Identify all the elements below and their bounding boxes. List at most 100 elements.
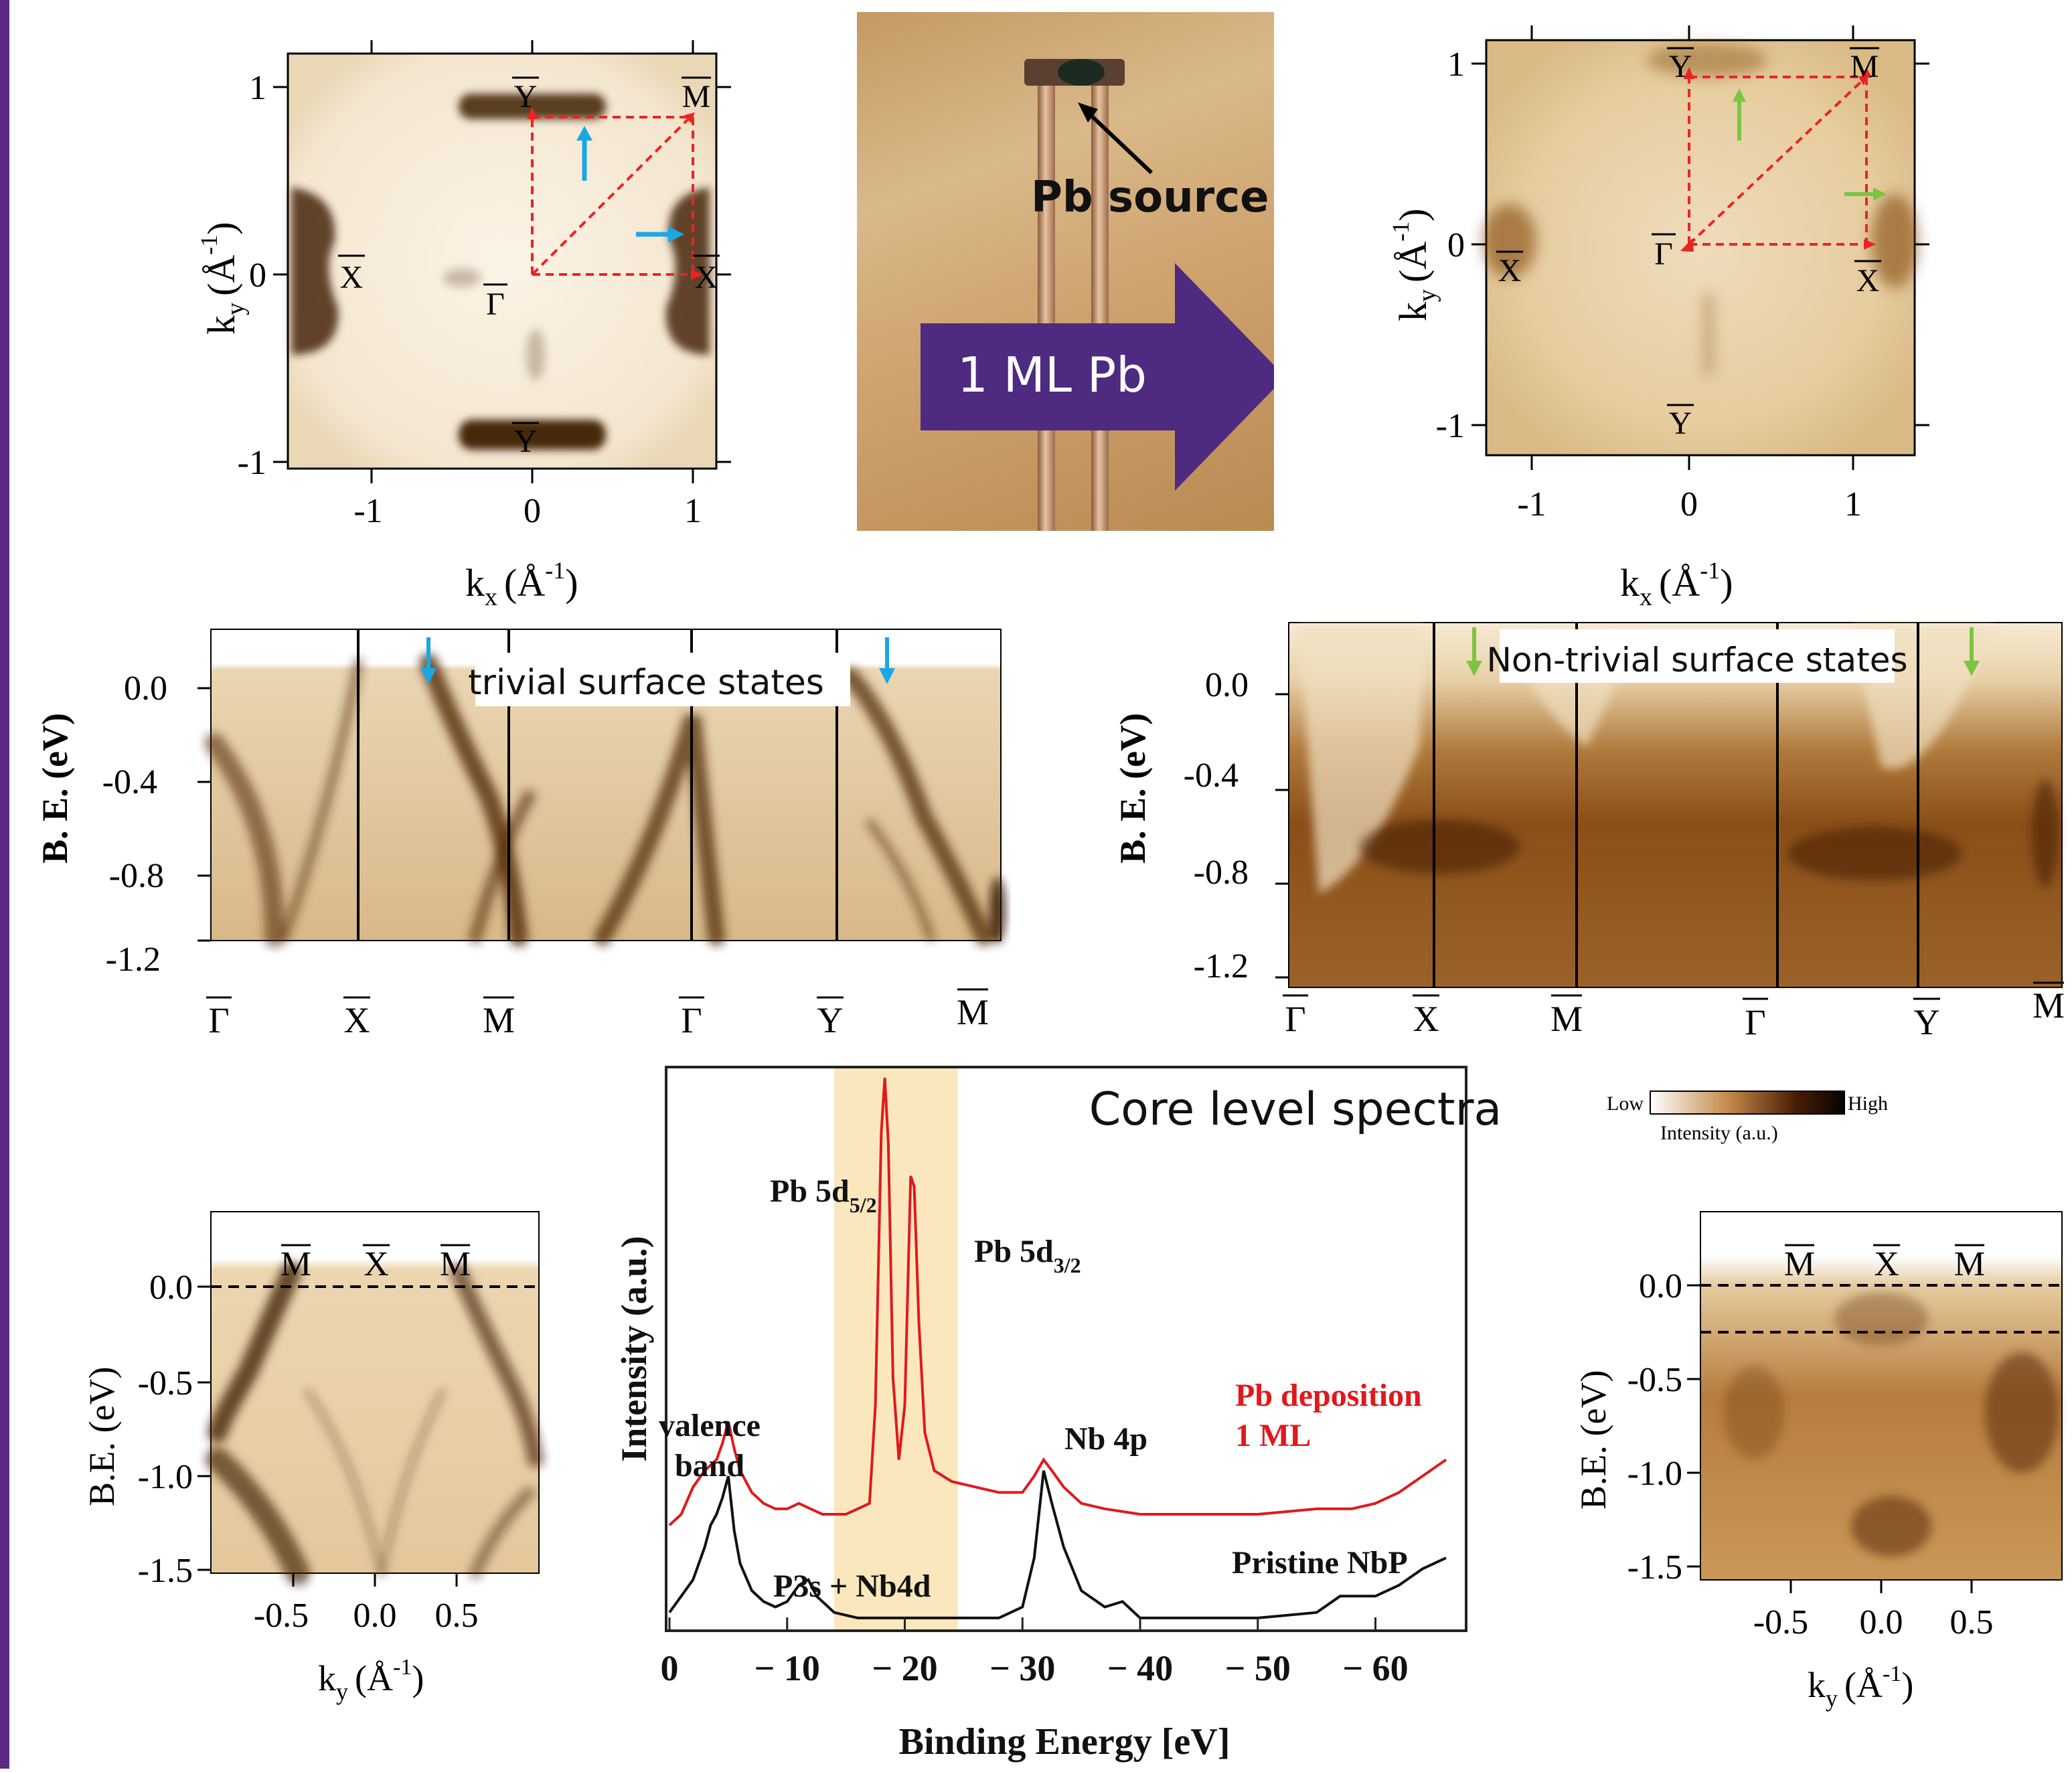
- pb-source-blob: [1058, 59, 1105, 86]
- band-structure-pristine: trivial surface states 0.0 -0.4 -0.8 -1.…: [20, 623, 1011, 1051]
- deposition-arrow-label: 1 ML Pb: [957, 347, 1147, 403]
- highlight-band: [834, 1067, 958, 1631]
- x-tick-minus1: -1: [353, 492, 382, 530]
- path-m-2: M: [957, 992, 989, 1032]
- fermi-surface-pb-deposited: 1 0 -1 -1 0 1 Y M X Γ X Y kx (Å-1) ky(Å-1…: [1352, 13, 1955, 616]
- path-y: Y: [817, 1000, 844, 1040]
- annotation-pristine: Pristine NbP: [1232, 1545, 1408, 1581]
- colorbar-label: Intensity (a.u.): [1660, 1122, 1778, 1144]
- ky-cut-pristine: M X M 0.0 -0.5 -1.0 -1.5 -0.5 0.0 0.5 B.…: [67, 1192, 589, 1727]
- pb-source-label: Pb source: [1031, 173, 1269, 222]
- y-tick-minus1: -1: [238, 444, 266, 482]
- y-tick-0: 0.0: [1205, 666, 1249, 704]
- pb-source-photo: Pb source 1 ML Pb: [857, 12, 1274, 531]
- deposition-arrow: [921, 323, 1175, 430]
- y-tick-0.0: 0.0: [149, 1269, 193, 1307]
- label-y-bottom: Y: [1669, 406, 1692, 441]
- x-axis-label: Binding Energy [eV]: [899, 1721, 1230, 1763]
- label-y-top: Y: [514, 79, 538, 114]
- y-axis-label: B. E. (eV): [1113, 713, 1153, 864]
- path-gamma-1: Γ: [1285, 999, 1305, 1039]
- label-x-right: X: [695, 260, 718, 295]
- x-axis-label: kx (Å-1): [465, 557, 578, 611]
- left-accent-bar: [0, 0, 9, 1769]
- x-tick-label-10: − 10: [754, 1648, 820, 1688]
- x-tick-0.0: 0.0: [353, 1597, 397, 1635]
- ky-cut-pb-deposited: M X M 0.0 -0.5 -1.0 -1.5 -0.5 0.0 0.5 B.…: [1560, 1192, 2072, 1727]
- y-tick-minus1: -1: [1436, 407, 1465, 445]
- core-level-spectra-chart: Core level spectra Pb 5d5/2 Pb 5d3/2 val…: [603, 1058, 1553, 1769]
- y-tick-minus0.5: -0.5: [138, 1364, 193, 1402]
- plot-frame: [665, 1066, 1467, 1632]
- label-x-left: X: [1498, 253, 1522, 289]
- annotation-valence-1: valence: [659, 1408, 761, 1443]
- label-m: M: [1850, 49, 1879, 84]
- x-tick-minus0.5: -0.5: [254, 1597, 309, 1635]
- colorbar-gradient: [1650, 1091, 1845, 1115]
- y-tick-1: 1: [249, 69, 266, 107]
- x-tick-label-0: 0: [661, 1648, 679, 1688]
- y-tick-minus1.2: -1.2: [106, 941, 161, 979]
- path-gamma-2: Γ: [1745, 1002, 1765, 1041]
- y-tick-minus1.5: -1.5: [1627, 1548, 1682, 1587]
- x-axis-label: kx (Å-1): [1620, 557, 1733, 611]
- y-tick-minus0.4: -0.4: [1184, 756, 1239, 795]
- y-axis-label: B.E. (eV): [1573, 1370, 1613, 1510]
- y-tick-minus0.8: -0.8: [1194, 854, 1249, 892]
- y-tick-minus1.0: -1.0: [138, 1458, 193, 1496]
- label-x-left: X: [340, 260, 364, 295]
- x-tick-0.0: 0.0: [1860, 1603, 1903, 1641]
- path-x: X: [344, 1000, 370, 1040]
- fermi-surface-pristine: 1 0 -1 -1 0 1 Y M X Γ X Y kx (Å-1) ky(Å-1…: [187, 40, 763, 616]
- y-axis-label: B. E. (eV): [35, 713, 75, 864]
- annotation-pb-dep-1: Pb deposition: [1235, 1378, 1422, 1413]
- annotation-valence-2: band: [675, 1448, 744, 1483]
- path-gamma-1: Γ: [208, 1000, 229, 1040]
- y-tick-0: 0.0: [124, 669, 167, 708]
- top-label-m-1: M: [281, 1245, 311, 1283]
- x-tick-0.5: 0.5: [1950, 1603, 1994, 1641]
- label-gamma: Γ: [486, 287, 505, 322]
- annotation-pb-5d32: Pb 5d3/2: [974, 1234, 1081, 1277]
- electrode-rod-right: [1091, 79, 1109, 531]
- x-tick-label-60: − 60: [1342, 1648, 1408, 1688]
- label-x-right: X: [1856, 263, 1880, 299]
- y-tick-0: 0: [1447, 226, 1465, 264]
- label-y-bottom: Y: [514, 424, 538, 459]
- annotation-pb-5d52: Pb 5d5/2: [770, 1174, 877, 1217]
- y-tick-minus0.8: -0.8: [109, 857, 164, 895]
- y-tick-minus0.5: -0.5: [1627, 1361, 1682, 1399]
- intensity-colorbar: Low High Intensity (a.u.): [1593, 1084, 1915, 1158]
- annotation-p3s-nb4d: P3s + Nb4d: [773, 1568, 931, 1604]
- x-tick-label-40: − 40: [1107, 1648, 1173, 1688]
- path-y: Y: [1914, 1002, 1940, 1041]
- path-m-1: M: [1550, 999, 1583, 1039]
- top-label-m-2: M: [1954, 1245, 1985, 1283]
- x-tick-label-20: − 20: [872, 1648, 937, 1688]
- band-structure-pb-deposited: Non-trivial surface states 0.0 -0.4 -0.8…: [1105, 613, 2069, 1042]
- y-axis-label: ky(Å-1): [1387, 208, 1441, 321]
- colorbar-low: Low: [1607, 1093, 1644, 1115]
- annotation-pb-dep-2: 1 ML: [1235, 1418, 1311, 1453]
- label-gamma: Γ: [1654, 236, 1673, 272]
- top-label-x: X: [1874, 1245, 1899, 1283]
- annotation-nb-4p: Nb 4p: [1064, 1421, 1147, 1457]
- y-axis-label: Intensity (a.u.): [614, 1236, 654, 1462]
- label-m: M: [682, 79, 711, 114]
- x-tick-label-30: − 30: [989, 1648, 1055, 1688]
- y-tick-0: 0: [249, 256, 266, 295]
- x-tick-0: 0: [524, 492, 541, 530]
- annotation-trivial: trivial surface states: [468, 663, 824, 703]
- y-tick-1: 1: [1447, 46, 1465, 84]
- y-tick-minus1.0: -1.0: [1627, 1455, 1682, 1493]
- chart-title: Core level spectra: [1089, 1083, 1502, 1136]
- y-axis-label: B.E. (eV): [82, 1367, 122, 1506]
- x-axis-label: ky (Å-1): [1808, 1662, 1913, 1712]
- label-y-top: Y: [1669, 49, 1692, 84]
- path-x: X: [1413, 999, 1439, 1039]
- y-tick-minus1.5: -1.5: [138, 1552, 193, 1590]
- deposition-arrow-head: [1175, 263, 1274, 491]
- y-tick-minus0.4: -0.4: [102, 763, 157, 801]
- x-tick-minus1: -1: [1517, 485, 1546, 523]
- path-m-1: M: [483, 1000, 515, 1040]
